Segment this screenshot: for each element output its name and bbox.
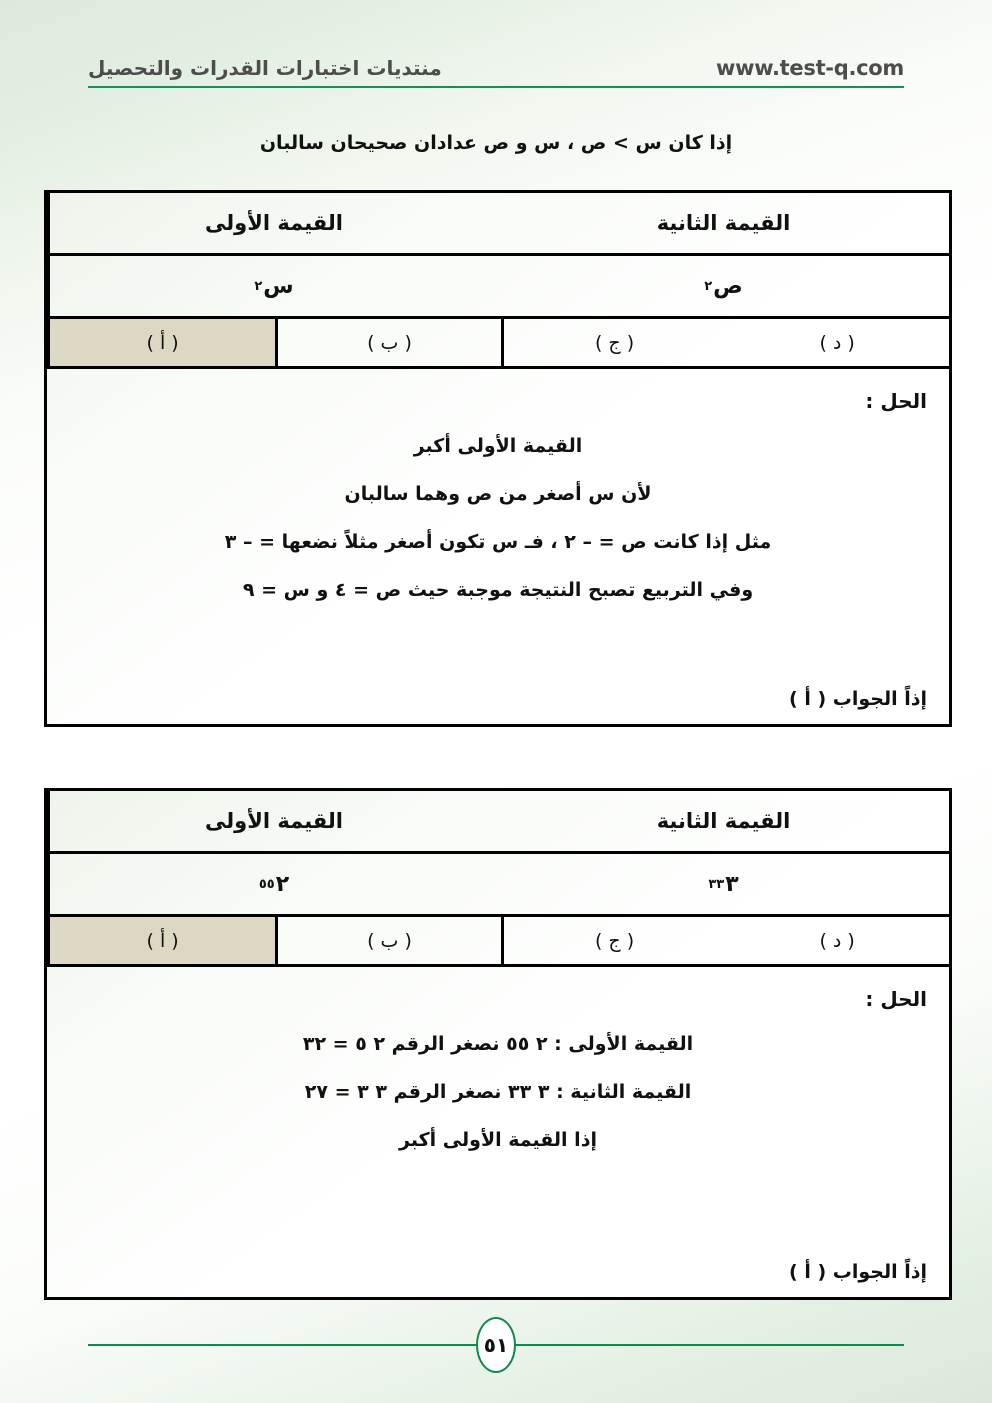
solution-line-1-2: لأن س أصغر من ص وهما سالبان <box>344 483 652 505</box>
solution-area-2: الحل : القيمة الأولى : ٢ ٥٥ نصغر الرقم ٢… <box>47 967 949 1297</box>
second-value-exponent-2: ٣٣ <box>708 876 725 892</box>
second-value-base-2: ٣ <box>725 871 739 897</box>
solution-answer-2: إذاً الجواب ( أ ) <box>789 1261 927 1283</box>
footer-line-right <box>515 1344 904 1346</box>
solution-line-2-1: القيمة الأولى : ٢ ٥٥ نصغر الرقم ٢ ٥ = ٣٢ <box>302 1033 694 1055</box>
comparison-block-2: القيمة الثانية القيمة الأولى ٣ ٣٣ ٢ ٥٥ ( د… <box>44 788 952 1300</box>
solution-area-1: الحل : القيمة الأولى أكبر لأن س أصغر من … <box>47 369 949 724</box>
header-row-1: القيمة الثانية القيمة الأولى <box>47 193 949 256</box>
option-d-1[interactable]: ( د ) <box>819 331 855 354</box>
page-number-badge: ٥١ <box>476 1317 516 1373</box>
page-footer: ٥١ <box>88 1317 904 1373</box>
option-d-2[interactable]: ( د ) <box>819 929 855 952</box>
first-value-expression-2: ٢ ٥٥ <box>47 854 498 914</box>
header-row-2: القيمة الثانية القيمة الأولى <box>47 791 949 854</box>
footer-line-left <box>88 1344 477 1346</box>
first-value-base-1: س <box>263 273 294 299</box>
header-second-value-2: القيمة الثانية <box>656 809 791 833</box>
first-value-base-2: ٢ <box>275 871 290 897</box>
solution-line-1-1: القيمة الأولى أكبر <box>413 435 583 457</box>
option-a-2-selected[interactable]: ( أ ) <box>47 917 276 964</box>
options-row-1: ( د ) ( ج ) ( ب ) ( أ ) <box>47 319 949 369</box>
solution-spacer-1 <box>63 627 933 688</box>
option-c-1[interactable]: ( ج ) <box>500 319 726 366</box>
second-value-base-1: ص <box>713 273 743 299</box>
page-header: www.test-q.com منتديات اختبارات القدرات … <box>88 40 904 92</box>
solution-label-1: الحل : <box>865 389 927 413</box>
option-a-1-selected[interactable]: ( أ ) <box>47 319 276 366</box>
site-url-text: www.test-q.com <box>716 56 904 80</box>
question-prompt: إذا كان س > ص ، س و ص عدادان صحيحان سالب… <box>259 132 733 154</box>
solution-answer-1: إذاً الجواب ( أ ) <box>789 688 927 710</box>
header-divider-line <box>88 86 904 88</box>
options-row-2: ( د ) ( ج ) ( ب ) ( أ ) <box>47 917 949 967</box>
solution-line-1-4: وفي التربيع تصبح النتيجة موجبة حيث ص = ٤… <box>242 579 754 601</box>
header-row: www.test-q.com منتديات اختبارات القدرات … <box>88 40 904 80</box>
solution-line-2-2: القيمة الثانية : ٣ ٣٣ نصغر الرقم ٣ ٣ = ٢… <box>304 1081 692 1103</box>
header-second-value-1: القيمة الثانية <box>656 211 791 235</box>
option-c-2[interactable]: ( ج ) <box>500 917 726 964</box>
solution-spacer-2 <box>63 1177 933 1261</box>
second-value-exponent-1: ٢ <box>704 278 713 294</box>
solution-line-1-3: مثل إذا كانت ص = – ٢ ، فـ س تكون أصغر مث… <box>224 531 772 553</box>
forum-name-text: منتديات اختبارات القدرات والتحصيل <box>88 56 442 80</box>
solution-label-2: الحل : <box>865 987 927 1011</box>
first-value-exponent-2: ٥٥ <box>258 876 275 892</box>
solution-line-2-3: إذا القيمة الأولى أكبر <box>399 1129 597 1151</box>
header-first-value-2: القيمة الأولى <box>47 791 498 851</box>
first-value-exponent-1: ٢ <box>254 278 263 294</box>
value-row-2: ٣ ٣٣ ٢ ٥٥ <box>47 854 949 917</box>
second-value-expression-2: ٣ ٣٣ <box>498 854 949 914</box>
header-first-value-1: القيمة الأولى <box>47 193 498 253</box>
option-b-1[interactable]: ( ب ) <box>275 319 501 366</box>
option-b-2[interactable]: ( ب ) <box>275 917 501 964</box>
